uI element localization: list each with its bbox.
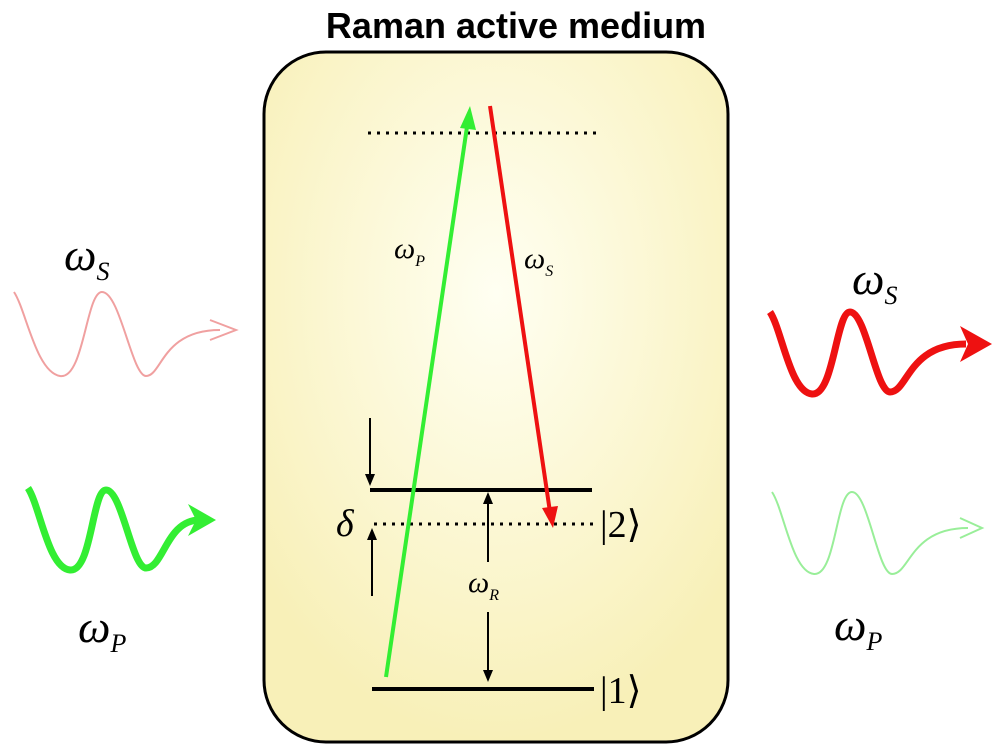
ket-2-close: ⟩ xyxy=(627,504,642,546)
pump-arrow xyxy=(384,119,470,678)
right-omega-s: ωS xyxy=(852,253,897,310)
ket-1-close: ⟩ xyxy=(627,670,642,712)
inner-omega-p-main: ω xyxy=(394,232,415,265)
omega-r-sub: R xyxy=(488,587,499,604)
right-omega-p-sub: P xyxy=(865,627,882,656)
outgoing-stokes-arrowhead xyxy=(960,326,992,362)
delta-arrow-bottom-head xyxy=(367,528,377,540)
stokes-arrowhead xyxy=(542,506,558,528)
omega-r-label: ωR xyxy=(468,566,499,604)
raman-arrow-lower-head xyxy=(483,670,493,682)
inner-omega-s: ωS xyxy=(524,242,553,280)
ket-2-label: |2⟩ xyxy=(600,504,641,546)
incoming-pump-arrowhead xyxy=(188,504,216,536)
ket-2-bar: | xyxy=(600,504,608,546)
outgoing-pump-arrowhead xyxy=(959,517,985,539)
inner-omega-p-sub: P xyxy=(414,253,425,270)
left-omega-p-sub: P xyxy=(109,629,126,658)
raman-arrow-upper-head xyxy=(483,492,493,504)
delta-arrow-top-head xyxy=(365,474,375,486)
incoming-pump-wave xyxy=(24,486,201,574)
left-omega-s-main: ω xyxy=(64,229,96,280)
diagram-title: Raman active medium xyxy=(326,5,706,46)
ket-1-value: 1 xyxy=(608,670,627,712)
pump-arrowhead xyxy=(460,106,476,130)
outgoing-pump-wave xyxy=(771,490,969,576)
incoming-stokes-wave xyxy=(13,290,221,378)
left-omega-p-main: ω xyxy=(78,601,110,652)
raman-medium-box xyxy=(262,50,730,744)
right-omega-p: ωP xyxy=(834,599,882,656)
delta-label: δ xyxy=(336,503,355,545)
left-omega-s-sub: S xyxy=(96,257,109,286)
inner-omega-s-sub: S xyxy=(545,263,553,280)
outgoing-stokes-wave xyxy=(766,308,967,398)
incoming-stokes-arrowhead xyxy=(209,319,239,341)
inner-omega-s-main: ω xyxy=(524,242,545,275)
right-omega-p-main: ω xyxy=(834,599,866,650)
omega-r-main: ω xyxy=(468,566,489,599)
ket-1-label: |1⟩ xyxy=(600,670,641,712)
right-omega-s-sub: S xyxy=(884,281,897,310)
stokes-arrow xyxy=(488,105,552,513)
left-omega-s: ωS xyxy=(64,229,109,286)
ket-1-bar: | xyxy=(600,670,608,712)
right-omega-s-main: ω xyxy=(852,253,884,304)
left-omega-p: ωP xyxy=(78,601,126,658)
ket-2-value: 2 xyxy=(608,504,627,546)
inner-omega-p: ωP xyxy=(394,232,425,270)
